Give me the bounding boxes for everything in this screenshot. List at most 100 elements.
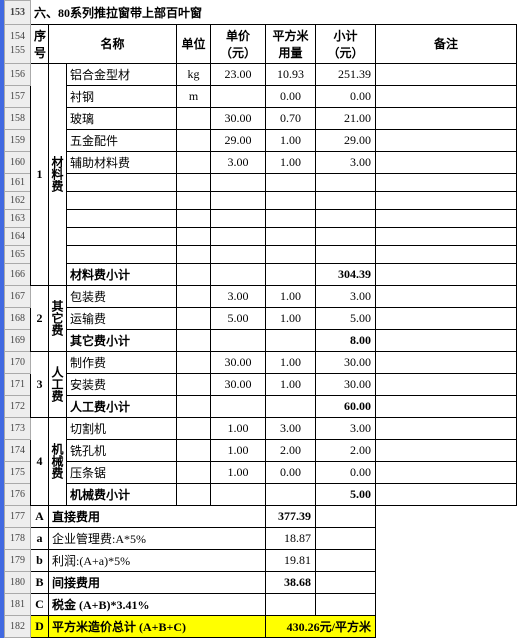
item-area	[266, 209, 316, 227]
item-note	[376, 191, 517, 209]
item-price	[211, 209, 266, 227]
item-area: 1.00	[266, 285, 316, 307]
row-number: 165	[5, 245, 31, 263]
cell	[376, 263, 517, 285]
item-subtotal	[316, 209, 376, 227]
subtotal-value: 304.39	[316, 263, 376, 285]
item-unit	[177, 351, 211, 373]
item-note	[376, 151, 517, 173]
item-name: 切割机	[67, 417, 177, 439]
item-subtotal	[316, 227, 376, 245]
item-subtotal: 0.00	[316, 461, 376, 483]
item-subtotal: 5.00	[316, 307, 376, 329]
item-name: 制作费	[67, 351, 177, 373]
cell	[266, 263, 316, 285]
item-note	[376, 285, 517, 307]
cell	[266, 483, 316, 505]
item-area: 1.00	[266, 129, 316, 151]
item-unit: m	[177, 85, 211, 107]
summary-value: 18.87	[266, 527, 316, 549]
item-subtotal: 251.39	[316, 63, 376, 85]
cell	[316, 593, 376, 615]
item-note	[376, 373, 517, 395]
subtotal-label: 机械费小计	[67, 483, 177, 505]
item-note	[376, 439, 517, 461]
item-name	[67, 209, 177, 227]
summary-value: 19.81	[266, 549, 316, 571]
item-name: 包装费	[67, 285, 177, 307]
item-unit	[177, 209, 211, 227]
item-price: 3.00	[211, 285, 266, 307]
summary-value: 377.39	[266, 505, 316, 527]
section-category: 材料费	[49, 63, 67, 285]
row-number: 181	[5, 593, 31, 615]
header-xu: 序号	[31, 24, 49, 63]
cell	[266, 395, 316, 417]
cell	[316, 505, 376, 527]
subtotal-label: 材料费小计	[67, 263, 177, 285]
row-number: 162	[5, 191, 31, 209]
item-name: 铣孔机	[67, 439, 177, 461]
section-index: 2	[31, 285, 49, 351]
item-area	[266, 191, 316, 209]
item-unit	[177, 373, 211, 395]
item-unit	[177, 245, 211, 263]
item-area: 1.00	[266, 307, 316, 329]
subtotal-label: 人工费小计	[67, 395, 177, 417]
item-note	[376, 85, 517, 107]
item-subtotal	[316, 191, 376, 209]
cell	[177, 483, 211, 505]
summary-index: A	[31, 505, 49, 527]
item-note	[376, 63, 517, 85]
cell	[376, 329, 517, 351]
row-number: 156	[5, 63, 31, 85]
item-area: 1.00	[266, 151, 316, 173]
cell	[376, 483, 517, 505]
row-number: 154155	[5, 24, 31, 63]
row-number: 172	[5, 395, 31, 417]
section-index: 4	[31, 417, 49, 505]
subtotal-value: 8.00	[316, 329, 376, 351]
cell	[316, 571, 376, 593]
cell	[177, 329, 211, 351]
item-unit	[177, 151, 211, 173]
summary-index: C	[31, 593, 49, 615]
item-area	[266, 227, 316, 245]
section-title: 六、80系列推拉窗带上部百叶窗	[31, 1, 517, 25]
item-subtotal: 3.00	[316, 151, 376, 173]
summary-index: b	[31, 549, 49, 571]
item-subtotal: 21.00	[316, 107, 376, 129]
item-area: 10.93	[266, 63, 316, 85]
item-area: 0.00	[266, 461, 316, 483]
item-area: 2.00	[266, 439, 316, 461]
item-note	[376, 245, 517, 263]
item-price	[211, 227, 266, 245]
item-name: 衬钢	[67, 85, 177, 107]
item-name	[67, 173, 177, 191]
row-number: 176	[5, 483, 31, 505]
item-note	[376, 417, 517, 439]
subtotal-value: 60.00	[316, 395, 376, 417]
row-number: 153	[5, 1, 31, 25]
row-number: 177	[5, 505, 31, 527]
item-price: 3.00	[211, 151, 266, 173]
item-note	[376, 307, 517, 329]
summary-value: 430.26元/平方米	[266, 615, 376, 637]
summary-value: 38.68	[266, 571, 316, 593]
header-unit: 单位	[177, 24, 211, 63]
item-area: 0.70	[266, 107, 316, 129]
item-price: 1.00	[211, 417, 266, 439]
item-name: 玻璃	[67, 107, 177, 129]
item-price	[211, 191, 266, 209]
summary-name: 企业管理费:A*5%	[49, 527, 266, 549]
section-index: 1	[31, 63, 49, 285]
item-unit	[177, 129, 211, 151]
summary-name: 利润:(A+a)*5%	[49, 549, 266, 571]
item-price: 23.00	[211, 63, 266, 85]
item-subtotal: 3.00	[316, 417, 376, 439]
item-unit	[177, 227, 211, 245]
section-category: 人工费	[49, 351, 67, 417]
row-number: 166	[5, 263, 31, 285]
cell	[211, 395, 266, 417]
item-subtotal: 29.00	[316, 129, 376, 151]
